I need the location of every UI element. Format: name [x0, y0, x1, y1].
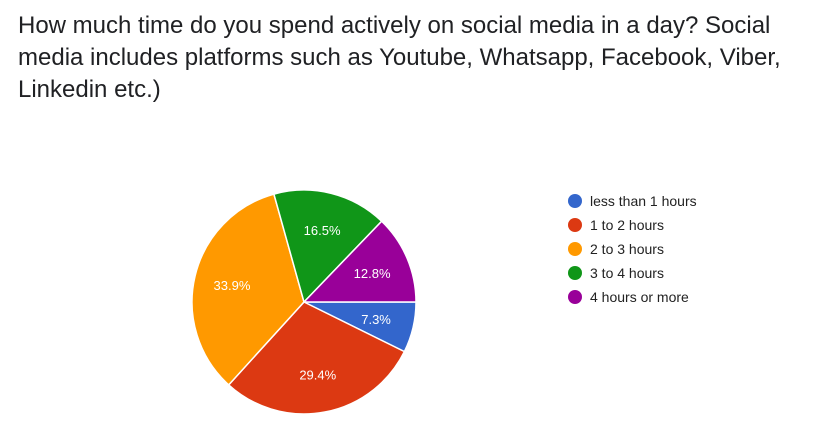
legend-label: 3 to 4 hours: [590, 265, 664, 281]
legend-item: 2 to 3 hours: [568, 237, 697, 261]
legend-label: less than 1 hours: [590, 193, 697, 209]
legend-swatch-icon: [568, 266, 582, 280]
pie-slice-2: [191, 193, 305, 386]
pie-slice-label-4: 12.8%: [354, 266, 391, 281]
pie-slice-label-2: 33.9%: [214, 278, 251, 293]
pie-slices: [191, 189, 417, 415]
legend-swatch-icon: [568, 242, 582, 256]
pie-slice-3: [272, 189, 383, 304]
pie-slice-4: [302, 220, 417, 303]
legend-item: less than 1 hours: [568, 189, 697, 213]
legend-label: 2 to 3 hours: [590, 241, 664, 257]
legend-swatch-icon: [568, 290, 582, 304]
chart-legend: less than 1 hours 1 to 2 hours 2 to 3 hour…: [568, 189, 697, 309]
pie-slice-1: [227, 301, 406, 415]
legend-swatch-icon: [568, 218, 582, 232]
legend-label: 4 hours or more: [590, 289, 689, 305]
pie-slice-label-0: 7.3%: [361, 312, 391, 327]
pie-slice-label-1: 29.4%: [299, 368, 336, 383]
pie-labels: 7.3% 29.4% 33.9% 16.5% 12.8%: [214, 223, 392, 382]
legend-swatch-icon: [568, 194, 582, 208]
legend-item: 3 to 4 hours: [568, 261, 697, 285]
legend-item: 4 hours or more: [568, 285, 697, 309]
legend-item: 1 to 2 hours: [568, 213, 697, 237]
legend-label: 1 to 2 hours: [590, 217, 664, 233]
pie-slice-label-3: 16.5%: [304, 223, 341, 238]
question-title: How much time do you spend actively on s…: [18, 12, 781, 103]
